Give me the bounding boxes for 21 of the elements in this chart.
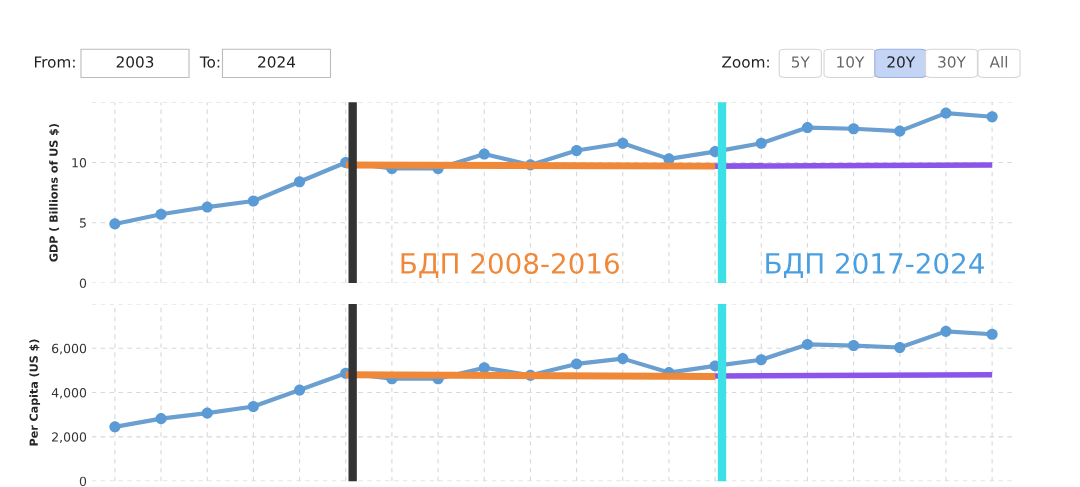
text: 2003 — [116, 56, 154, 68]
y-axis-title: GDP ( Billions of US $) — [49, 124, 60, 262]
y-tick-label: 10 — [72, 157, 87, 168]
text: 10Y — [837, 56, 865, 68]
y-tick-label: 0 — [79, 278, 87, 288]
text: To: — [199, 56, 220, 68]
y-axis-title: Per Capita (US $) — [29, 339, 41, 446]
annotation: БДП 2017-2024 — [766, 252, 984, 278]
annotation: БДП 2008-2016 — [401, 252, 619, 278]
y-tick-label: 4,000 — [51, 387, 87, 399]
text: 5Y — [791, 56, 810, 68]
y-tick-label: 2,000 — [52, 432, 87, 444]
text: Zoom: — [722, 56, 769, 68]
text: From: — [34, 56, 75, 68]
y-tick-label: 5 — [79, 218, 86, 228]
y-tick-label: 0 — [79, 476, 87, 487]
text: All — [989, 55, 1008, 68]
y-tick-label: 6,000 — [52, 343, 87, 355]
text: 20Y — [887, 56, 916, 68]
text: 30Y — [938, 56, 966, 68]
text: 2024 — [258, 56, 296, 68]
